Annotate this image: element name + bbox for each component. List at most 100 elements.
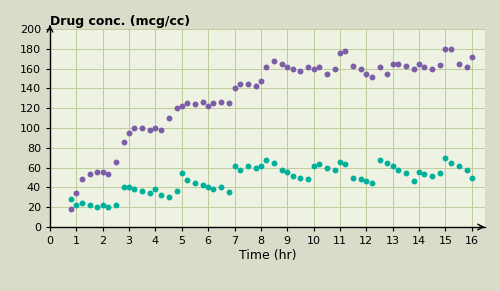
Organ	[172, 106, 180, 111]
Blood	[236, 167, 244, 172]
Organ	[296, 68, 304, 73]
Organ	[402, 63, 410, 68]
Blood	[315, 161, 323, 166]
Blood	[296, 175, 304, 180]
Organ	[446, 47, 454, 51]
Organ	[191, 102, 199, 107]
Blood	[262, 157, 270, 162]
Blood	[164, 195, 172, 200]
Blood	[357, 177, 365, 182]
Blood	[394, 167, 402, 172]
Organ	[376, 64, 384, 69]
Organ	[349, 63, 357, 68]
Blood	[336, 159, 344, 164]
Organ	[436, 62, 444, 67]
Blood	[376, 157, 384, 162]
Organ	[362, 71, 370, 76]
Blood	[130, 187, 138, 192]
Organ	[410, 66, 418, 71]
Organ	[336, 51, 344, 55]
Organ	[415, 61, 423, 66]
Blood	[156, 193, 164, 198]
Blood	[442, 155, 450, 160]
Blood	[252, 165, 260, 170]
Organ	[368, 74, 376, 79]
Blood	[218, 185, 226, 190]
Blood	[362, 179, 370, 184]
Organ	[164, 116, 172, 120]
Blood	[468, 175, 476, 180]
Blood	[138, 189, 146, 194]
Blood	[415, 169, 423, 174]
Blood	[436, 170, 444, 175]
Organ	[199, 100, 207, 105]
Blood	[368, 181, 376, 186]
Blood	[183, 178, 191, 183]
Organ	[125, 131, 133, 135]
Organ	[262, 64, 270, 69]
Blood	[454, 163, 462, 168]
Organ	[304, 64, 312, 69]
Blood	[257, 163, 265, 168]
Organ	[156, 128, 164, 132]
Blood	[94, 205, 102, 210]
Blood	[112, 203, 120, 207]
Organ	[120, 140, 128, 144]
Organ	[98, 169, 106, 174]
Organ	[138, 126, 146, 130]
Organ	[178, 104, 186, 109]
Blood	[226, 190, 234, 195]
Blood	[330, 167, 338, 172]
Organ	[86, 171, 94, 176]
Organ	[420, 64, 428, 69]
X-axis label: Time (hr): Time (hr)	[239, 249, 296, 262]
Blood	[86, 203, 94, 207]
Blood	[278, 167, 286, 172]
Organ	[454, 61, 462, 66]
Organ	[394, 61, 402, 66]
Organ	[310, 66, 318, 71]
Organ	[244, 81, 252, 86]
Organ	[270, 58, 278, 63]
Organ	[183, 101, 191, 106]
Blood	[428, 173, 436, 178]
Organ	[462, 64, 470, 69]
Blood	[270, 160, 278, 165]
Blood	[191, 181, 199, 186]
Organ	[67, 207, 75, 212]
Blood	[304, 177, 312, 182]
Organ	[112, 159, 120, 164]
Organ	[442, 47, 450, 51]
Organ	[468, 54, 476, 59]
Organ	[236, 81, 244, 86]
Blood	[204, 185, 212, 190]
Blood	[349, 175, 357, 180]
Text: Drug conc. (mcg/cc): Drug conc. (mcg/cc)	[50, 15, 190, 28]
Blood	[446, 160, 454, 165]
Blood	[104, 205, 112, 210]
Blood	[323, 165, 331, 170]
Organ	[388, 61, 396, 66]
Organ	[384, 71, 392, 76]
Blood	[284, 169, 292, 174]
Blood	[420, 171, 428, 176]
Blood	[67, 197, 75, 202]
Blood	[410, 179, 418, 184]
Organ	[152, 126, 160, 130]
Blood	[72, 203, 80, 207]
Organ	[94, 169, 102, 174]
Blood	[244, 163, 252, 168]
Blood	[402, 170, 410, 175]
Organ	[288, 66, 296, 71]
Blood	[384, 160, 392, 165]
Organ	[278, 61, 286, 66]
Blood	[120, 185, 128, 190]
Blood	[199, 183, 207, 188]
Organ	[357, 66, 365, 71]
Blood	[146, 191, 154, 196]
Organ	[130, 126, 138, 130]
Organ	[218, 100, 226, 105]
Blood	[310, 163, 318, 168]
Blood	[230, 163, 238, 168]
Blood	[288, 173, 296, 178]
